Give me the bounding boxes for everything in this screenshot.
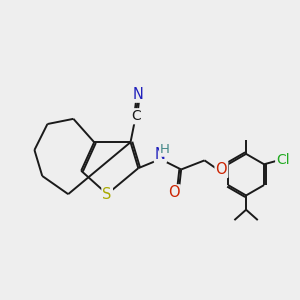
Text: Cl: Cl (276, 153, 290, 167)
Text: O: O (216, 162, 227, 177)
Text: N: N (155, 147, 166, 162)
Text: S: S (103, 187, 112, 202)
Text: H: H (160, 143, 170, 156)
Text: N: N (133, 87, 144, 102)
Text: O: O (168, 185, 180, 200)
Text: C: C (131, 109, 141, 123)
